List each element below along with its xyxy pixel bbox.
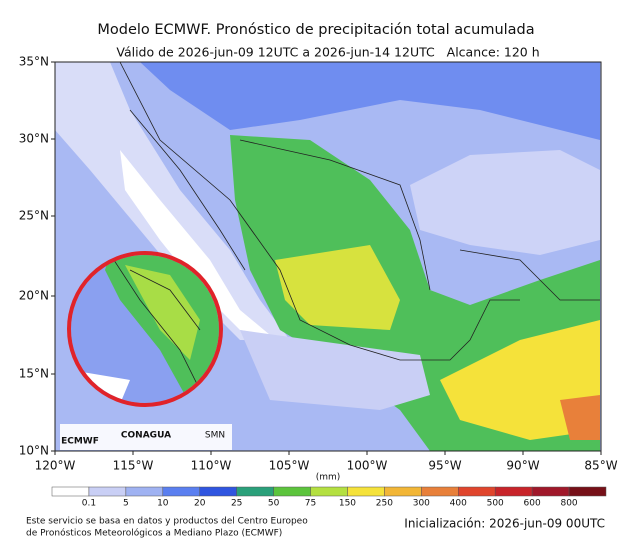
inset [67,251,223,407]
colorbar-swatch [51,486,90,497]
logo: ECMWF [61,437,99,447]
lat-label: 30°N [19,132,49,146]
lon-label: 105°W [269,459,310,473]
colorbar-label: 75 [305,499,316,509]
colorbar-swatch [310,486,348,497]
footer-left: de Pronósticos Meteorológicos a Mediano … [26,528,282,539]
rain-max [560,395,600,440]
lat-label: 15°N [19,367,49,381]
colorbar-swatch [531,486,570,497]
logo: SMN [205,431,225,441]
colorbar-label: 150 [339,499,356,509]
colorbar-swatch [199,486,237,497]
lat-label: 10°N [19,444,49,458]
pacific [240,330,430,410]
rain-band [140,62,600,140]
colorbar-swatch [384,486,422,497]
lon-label: 115°W [113,459,154,473]
colorbar-label: 250 [376,499,393,509]
dry-zone [120,150,270,335]
colorbar-label: 50 [268,499,280,509]
rain-high [275,245,400,330]
colorbar-swatch [88,486,127,497]
lat-label: 25°N [19,209,49,223]
colorbar-label: 10 [157,499,169,509]
gulf [410,150,600,255]
logo-box [60,424,232,450]
map: ECMWF CONAGUA SMN [54,61,602,452]
map-frame [54,61,602,452]
lon-label: 120°W [35,459,76,473]
colorbar-swatch [236,486,274,497]
logo: CONAGUA [121,431,171,441]
colorbar-swatch [421,486,459,497]
unit: (mm) [316,473,341,483]
borders [119,61,600,361]
colorbar-swatch [162,486,200,497]
colorbar-label: 5 [123,499,129,509]
colorbar-label: 0.1 [82,499,96,509]
lat-label: 20°N [19,289,49,303]
colorbar-swatch [347,486,385,497]
colorbar-swatch [458,486,496,497]
rain-high-south [440,320,600,440]
colorbar-swatch [273,486,311,497]
colorbar-swatch [568,486,607,497]
footer-left: Este servicio se basa en datos y product… [26,517,308,527]
dry-ocean [55,62,290,340]
colorbar-label: 20 [194,499,206,509]
lon-label: 100°W [347,459,388,473]
colorbar-swatch [125,486,164,497]
lon-label: 110°W [191,459,232,473]
title: Modelo ECMWF. Pronóstico de precipitació… [97,22,534,38]
colorbar-label: 400 [450,499,467,509]
lat-label: 35°N [19,55,49,69]
lon-label: 85°W [584,459,617,473]
lon-label: 95°W [428,459,461,473]
colorbar-label: 600 [524,499,541,509]
footer-right: Inicialización: 2026-jun-09 00UTC [404,517,605,531]
colorbar-swatch [494,486,533,497]
colorbar-label: 300 [413,499,430,509]
colorbar-label: 25 [231,499,242,509]
colorbar-label: 800 [560,499,577,509]
logos: ECMWF CONAGUA SMN [60,424,232,450]
subtitle: Válido de 2026-jun-09 12UTC a 2026-jun-1… [116,45,539,60]
colorbar-label: 500 [487,499,504,509]
lon-label: 90°W [506,459,539,473]
